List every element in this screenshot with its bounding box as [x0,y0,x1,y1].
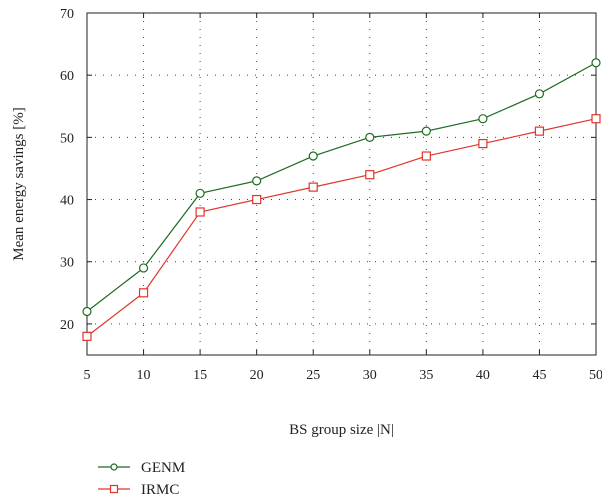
series-line-genm [86,62,597,312]
data-point [308,182,318,192]
y-tick-label: 60 [60,69,74,84]
y-tick-label: 40 [60,194,74,209]
data-point [252,176,262,186]
data-point [591,114,601,124]
axis-ticks: 5 10 15 20 25 30 35 40 45 50 20 30 40 50 60 70 [60,7,602,383]
x-axis-label: BS group size |N| [289,422,394,438]
plot-frame [86,12,597,356]
x-tick-label: 5 [84,368,91,383]
x-tick-label: 50 [589,368,602,383]
data-point [138,288,149,298]
legend-item-irmc: IRMC [98,482,179,498]
data-point [195,207,205,217]
data-point [478,138,488,149]
x-tick-label: 40 [476,368,490,383]
y-tick-label: 50 [60,131,74,146]
data-point [365,170,375,180]
x-tick-label: 30 [363,368,377,383]
y-tick-label: 30 [60,256,74,271]
x-tick-label: 15 [193,368,207,383]
y-tick-label: 20 [60,318,74,333]
data-point [591,58,601,68]
series-genm [82,58,601,317]
data-point [421,151,431,161]
data-point [365,132,375,142]
data-point [534,89,545,99]
x-tick-label: 35 [419,368,433,383]
data-point [138,263,149,273]
data-point [252,194,262,205]
series-irmc [82,114,601,341]
data-point [195,188,205,198]
y-axis-label: Mean energy savings [%] [11,107,27,260]
data-point [478,114,488,124]
series [82,58,601,341]
series-line-irmc [86,118,597,337]
legend-label-genm: GENM [141,460,185,476]
data-point [421,126,431,136]
grid [87,13,596,355]
legend-marker-irmc [109,484,119,494]
legend-label-irmc: IRMC [141,482,179,498]
data-point [308,151,318,161]
data-point [534,126,545,136]
legend: GENM IRMC [98,460,185,498]
y-tick-label: 70 [60,7,74,22]
x-tick-label: 20 [250,368,264,383]
legend-item-genm: GENM [98,460,185,476]
legend-marker-genm [110,463,118,471]
data-point [82,306,92,317]
x-tick-label: 10 [137,368,151,383]
x-tick-label: 25 [306,368,320,383]
x-tick-label: 45 [532,368,546,383]
data-point [82,331,92,341]
